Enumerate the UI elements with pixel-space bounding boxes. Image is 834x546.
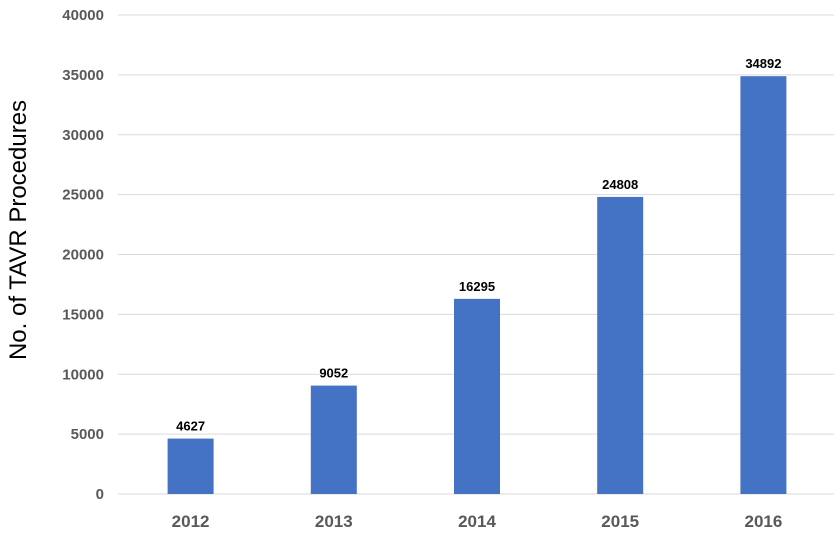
x-tick-label-2012: 2012 xyxy=(172,512,210,531)
bar-2016 xyxy=(740,76,787,494)
y-tick-label: 15000 xyxy=(62,306,104,323)
y-tick-label: 35000 xyxy=(62,67,104,84)
y-tick-label: 20000 xyxy=(62,247,104,264)
data-label-2012: 4627 xyxy=(176,419,205,434)
x-tick-label-2014: 2014 xyxy=(458,512,496,531)
bar-2015 xyxy=(597,196,644,494)
bar-2014 xyxy=(454,298,500,494)
bar-2013 xyxy=(310,385,357,494)
x-tick-label-2015: 2015 xyxy=(601,512,639,531)
data-label-2014: 16295 xyxy=(459,279,495,294)
y-tick-label: 30000 xyxy=(62,127,104,144)
x-tick-label-2016: 2016 xyxy=(744,512,782,531)
data-label-2015: 24808 xyxy=(602,177,638,192)
x-tick-label-2013: 2013 xyxy=(315,512,353,531)
y-tick-label: 10000 xyxy=(62,366,104,383)
y-tick-label: 5000 xyxy=(71,426,104,443)
gridlines xyxy=(118,14,834,495)
y-tick-label: 0 xyxy=(96,486,104,503)
bars xyxy=(167,76,787,494)
y-axis-label: No. of TAVR Procedures xyxy=(5,100,32,360)
y-axis-ticks: 0 5000 10000 15000 20000 25000 30000 35000 40000 xyxy=(62,7,104,503)
y-tick-label: 40000 xyxy=(62,7,104,24)
data-label-2013: 9052 xyxy=(319,366,348,381)
data-labels: 4627 9052 16295 24808 34892 xyxy=(176,56,781,433)
x-axis-ticks: 2012 2013 2014 2015 2016 xyxy=(172,512,783,531)
data-label-2016: 34892 xyxy=(745,56,781,71)
y-tick-label: 25000 xyxy=(62,187,104,204)
bar-2012 xyxy=(167,438,214,494)
